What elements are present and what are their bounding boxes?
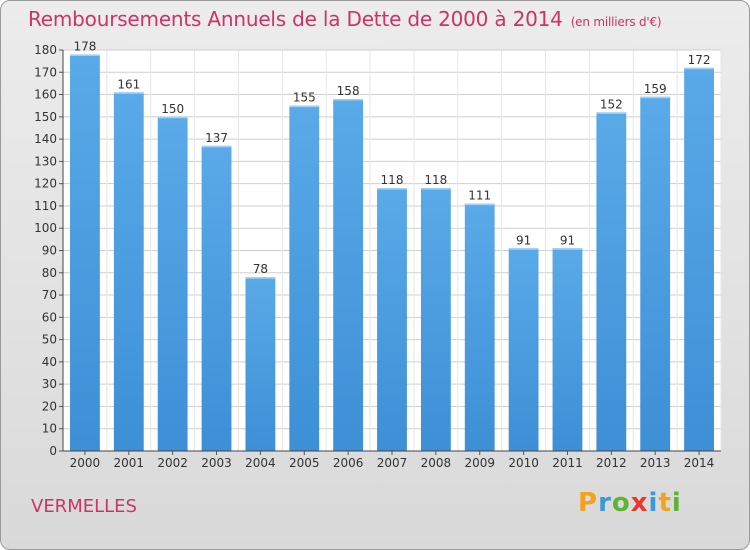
proxiti-logo: Proxiti [578, 488, 682, 518]
bar [552, 248, 583, 451]
x-tick-label: 2011 [552, 456, 583, 470]
bar [377, 188, 407, 451]
bar [70, 54, 100, 451]
bar [596, 112, 627, 451]
bar-highlight [684, 67, 714, 70]
bar-highlight [464, 203, 495, 206]
bar-highlight [552, 248, 583, 250]
logo-letter: P [578, 488, 599, 518]
x-tick-label: 2005 [289, 456, 320, 470]
logo-letter: x [630, 488, 649, 518]
bar-highlight [157, 116, 188, 119]
x-tick-label: 2006 [333, 456, 364, 470]
bar-highlight [508, 248, 539, 250]
bar-highlight [113, 92, 144, 94]
bar-highlight [289, 105, 320, 108]
data-label: 118 [424, 173, 447, 187]
y-tick-label: 80 [42, 266, 57, 280]
bar-highlight [596, 112, 627, 114]
data-label: 150 [161, 102, 184, 116]
bar-highlight [201, 145, 232, 148]
data-label: 152 [600, 97, 623, 111]
data-label: 158 [337, 84, 360, 98]
y-tick-label: 70 [42, 288, 57, 302]
bar-highlight [333, 99, 364, 101]
bar-highlight [70, 54, 100, 56]
x-tick-label: 2000 [70, 456, 101, 470]
data-label: 178 [73, 39, 96, 53]
y-tick-label: 100 [34, 221, 57, 235]
commune-name: VERMELLES [31, 496, 137, 517]
bar [333, 99, 364, 451]
data-label: 78 [253, 262, 268, 276]
y-tick-label: 130 [34, 154, 57, 168]
bar [508, 248, 539, 451]
bar [113, 92, 144, 452]
x-tick-label: 2014 [684, 456, 715, 470]
y-tick-label: 60 [42, 310, 57, 324]
logo-letter: o [611, 488, 631, 518]
y-tick-label: 110 [34, 199, 57, 213]
bar-highlight [420, 188, 451, 190]
bar-highlight [640, 96, 671, 99]
bar [245, 277, 276, 451]
x-tick-label: 2012 [596, 456, 627, 470]
y-tick-label: 50 [42, 333, 57, 347]
x-tick-label: 2001 [114, 456, 145, 470]
data-label: 111 [468, 189, 491, 203]
logo-letter: i [671, 488, 682, 518]
bar [420, 188, 451, 451]
logo-letter: r [598, 488, 612, 518]
x-tick-label: 2007 [377, 456, 408, 470]
x-tick-label: 2013 [640, 456, 671, 470]
x-tick-label: 2008 [421, 456, 452, 470]
x-tick-label: 2009 [464, 456, 495, 470]
chart-unit: (en milliers d'€) [570, 15, 662, 29]
bar [684, 67, 714, 452]
y-tick-label: 40 [42, 355, 57, 369]
bar-highlight [377, 188, 407, 190]
data-label: 91 [560, 233, 575, 247]
y-tick-label: 140 [34, 132, 57, 146]
data-label: 137 [205, 131, 228, 145]
data-label: 172 [688, 53, 711, 67]
bar [640, 96, 671, 452]
y-tick-label: 30 [42, 377, 57, 391]
y-tick-label: 160 [34, 88, 57, 102]
x-tick-label: 2003 [201, 456, 232, 470]
y-tick-label: 170 [34, 65, 57, 79]
chart-title: Remboursements Annuels de la Dette de 20… [28, 7, 662, 31]
logo-letter: i [648, 488, 659, 518]
y-tick-label: 90 [42, 244, 57, 258]
logo-letter: t [658, 488, 672, 518]
x-tick-label: 2010 [508, 456, 539, 470]
data-label: 118 [381, 173, 404, 187]
x-tick-label: 2002 [157, 456, 188, 470]
chart-title-text: Remboursements Annuels de la Dette de 20… [28, 7, 563, 31]
bar-highlight [245, 277, 276, 279]
bar [289, 105, 320, 451]
data-label: 155 [293, 91, 316, 105]
y-tick-label: 20 [42, 399, 57, 413]
x-tick-label: 2004 [245, 456, 276, 470]
bar [201, 145, 232, 452]
y-tick-label: 150 [34, 110, 57, 124]
y-tick-label: 180 [34, 43, 57, 57]
bar [464, 203, 495, 451]
data-label: 159 [644, 82, 667, 96]
y-tick-label: 0 [49, 444, 57, 458]
data-label: 91 [516, 233, 531, 247]
y-tick-label: 10 [42, 422, 57, 436]
bar [157, 116, 188, 451]
y-tick-label: 120 [34, 177, 57, 191]
data-label: 161 [117, 77, 140, 91]
